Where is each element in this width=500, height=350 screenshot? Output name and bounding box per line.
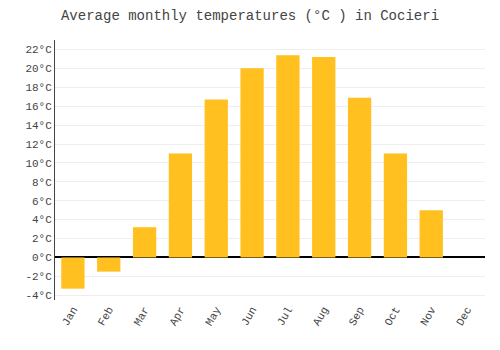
svg-text:0°C: 0°C	[32, 252, 52, 264]
svg-text:Dec: Dec	[454, 305, 474, 328]
svg-text:Oct: Oct	[382, 305, 402, 328]
svg-text:Jun: Jun	[239, 305, 259, 328]
svg-text:16°C: 16°C	[25, 101, 52, 113]
svg-text:Nov: Nov	[418, 304, 438, 327]
svg-text:Sep: Sep	[347, 305, 367, 328]
svg-text:Mar: Mar	[132, 305, 152, 328]
svg-text:22°C: 22°C	[25, 44, 52, 56]
svg-text:14°C: 14°C	[25, 120, 52, 132]
svg-text:Feb: Feb	[96, 305, 116, 328]
svg-text:Average monthly temperatures (: Average monthly temperatures (°C ) in Co…	[61, 8, 439, 24]
svg-text:Jan: Jan	[60, 305, 80, 328]
svg-text:-4°C: -4°C	[25, 290, 52, 302]
svg-text:Apr: Apr	[167, 305, 187, 328]
svg-text:8°C: 8°C	[32, 177, 52, 189]
svg-text:4°C: 4°C	[32, 214, 52, 226]
svg-text:May: May	[203, 304, 223, 327]
svg-text:Jul: Jul	[275, 305, 295, 328]
svg-text:18°C: 18°C	[25, 82, 52, 94]
svg-text:20°C: 20°C	[25, 63, 52, 75]
svg-text:6°C: 6°C	[32, 196, 52, 208]
svg-text:12°C: 12°C	[25, 139, 52, 151]
svg-text:2°C: 2°C	[32, 233, 52, 245]
svg-text:-2°C: -2°C	[25, 271, 52, 283]
svg-text:Aug: Aug	[311, 305, 331, 328]
svg-text:10°C: 10°C	[25, 158, 52, 170]
